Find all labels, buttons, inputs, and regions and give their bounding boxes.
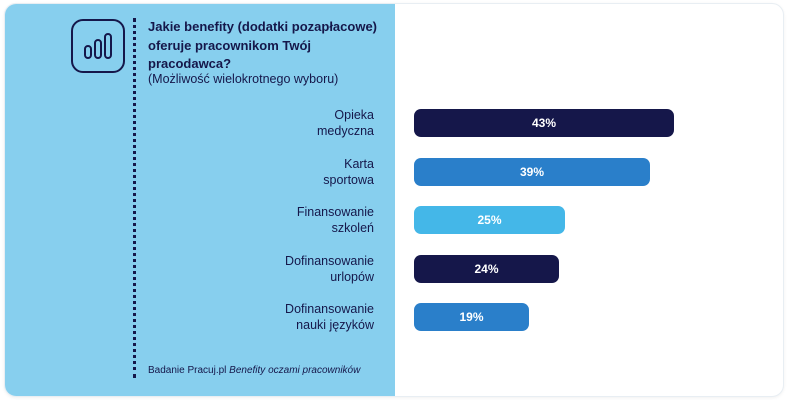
- chart-subtitle: (Możliwość wielokrotnego wyboru): [148, 72, 339, 86]
- bar-value-label: 25%: [477, 213, 502, 227]
- dotted-divider: [133, 18, 136, 378]
- left-panel: [5, 4, 395, 396]
- category-label-line: Opieka: [334, 108, 374, 122]
- bar-value-label: 39%: [519, 164, 545, 179]
- source-title: Benefity oczami pracowników: [229, 365, 361, 376]
- bar-chart-icon: [71, 19, 125, 73]
- bar: 19%: [414, 303, 529, 331]
- bar-value-label: 24%: [474, 261, 499, 276]
- category-label-line: nauki języków: [296, 318, 374, 332]
- category-label: Opieka medyczna: [214, 107, 374, 139]
- category-label: Dofinansowanie nauki języków: [214, 301, 374, 333]
- bar-chart-icon-graphic: [84, 33, 112, 59]
- category-label-line: sportowa: [323, 172, 374, 187]
- source-prefix: Badanie Pracuj.pl: [148, 365, 227, 376]
- category-label-line: Dofinansowanie: [285, 302, 374, 316]
- category-label: Dofinansowanie urlopów: [214, 253, 374, 285]
- category-label-line: Finansowanie: [296, 205, 374, 219]
- bar-value-label: 19%: [459, 310, 484, 324]
- category-label: Karta sportowa: [214, 156, 374, 188]
- bar: 39%: [414, 157, 650, 186]
- category-label-line: medyczna: [317, 124, 374, 138]
- category-label-line: szkoleń: [331, 221, 374, 235]
- bar-value-label: 43%: [531, 116, 557, 130]
- bar: 43%: [414, 109, 674, 137]
- category-label: Finansowanie szkoleń: [214, 204, 374, 236]
- bar: 24%: [414, 254, 559, 283]
- category-label-line: Dofinansowanie: [285, 253, 374, 268]
- category-label-line: urlopów: [330, 269, 374, 284]
- bar: 25%: [414, 206, 565, 234]
- category-label-line: Karta: [344, 156, 374, 171]
- chart-card: Jakie benefity (dodatki pozapłacowe) ofe…: [4, 3, 784, 397]
- source-note: Badanie Pracuj.pl Benefity oczami pracow…: [148, 365, 360, 376]
- chart-title: Jakie benefity (dodatki pozapłacowe) ofe…: [148, 19, 377, 71]
